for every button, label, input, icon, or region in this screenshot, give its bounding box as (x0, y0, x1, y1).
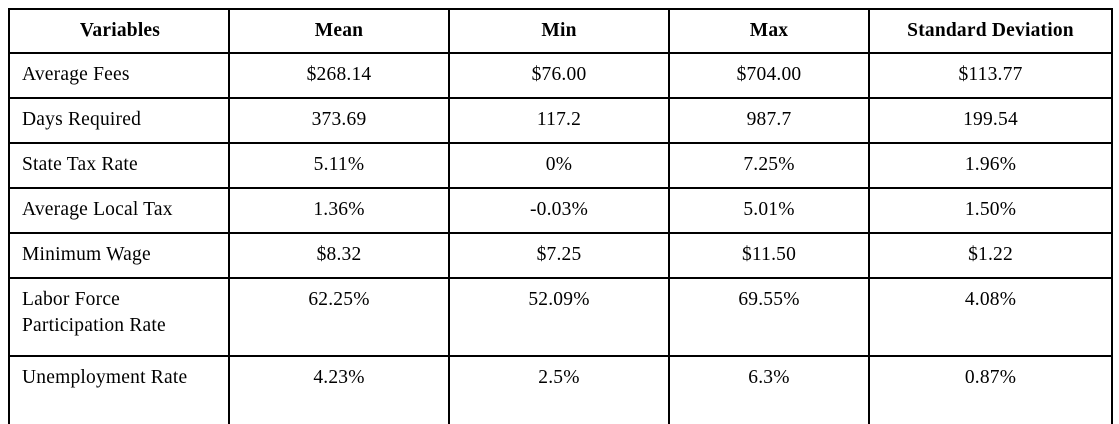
sd-value: $1.22 (868, 232, 1113, 279)
variable-label: Average Fees (8, 52, 230, 99)
sd-value: 1.96% (868, 142, 1113, 189)
column-header-standard-deviation: Standard Deviation (868, 8, 1113, 54)
sd-value: 4.08% (868, 277, 1113, 357)
max-value: 5.01% (668, 187, 870, 234)
table-row-state-tax-rate: State Tax Rate 5.11% 0% 7.25% 1.96% (8, 142, 1113, 189)
table-body: Average Fees $268.14 $76.00 $704.00 $113… (8, 52, 1113, 424)
max-value: 7.25% (668, 142, 870, 189)
variable-label: Days Required (8, 97, 230, 144)
table-row-average-local-tax: Average Local Tax 1.36% -0.03% 5.01% 1.5… (8, 187, 1113, 234)
variable-label: State Tax Rate (8, 142, 230, 189)
min-value: $7.25 (448, 232, 670, 279)
table-row-unemployment-rate: Unemployment Rate 4.23% 2.5% 6.3% 0.87% (8, 355, 1113, 424)
sd-value: 0.87% (868, 355, 1113, 424)
mean-value: 4.23% (228, 355, 450, 424)
max-value: 69.55% (668, 277, 870, 357)
mean-value: $268.14 (228, 52, 450, 99)
column-header-min: Min (448, 8, 670, 54)
mean-value: 5.11% (228, 142, 450, 189)
table-row-days-required: Days Required 373.69 117.2 987.7 199.54 (8, 97, 1113, 144)
sd-value: $113.77 (868, 52, 1113, 99)
max-value: $704.00 (668, 52, 870, 99)
min-value: $76.00 (448, 52, 670, 99)
mean-value: 62.25% (228, 277, 450, 357)
table-row-average-fees: Average Fees $268.14 $76.00 $704.00 $113… (8, 52, 1113, 99)
max-value: $11.50 (668, 232, 870, 279)
min-value: -0.03% (448, 187, 670, 234)
sd-value: 1.50% (868, 187, 1113, 234)
min-value: 117.2 (448, 97, 670, 144)
min-value: 2.5% (448, 355, 670, 424)
table-header: Variables Mean Min Max Standard Deviatio… (8, 8, 1113, 54)
min-value: 0% (448, 142, 670, 189)
header-row: Variables Mean Min Max Standard Deviatio… (8, 8, 1113, 54)
max-value: 6.3% (668, 355, 870, 424)
sd-value: 199.54 (868, 97, 1113, 144)
mean-value: $8.32 (228, 232, 450, 279)
min-value: 52.09% (448, 277, 670, 357)
column-header-mean: Mean (228, 8, 450, 54)
variable-label: Average Local Tax (8, 187, 230, 234)
variable-label: Minimum Wage (8, 232, 230, 279)
column-header-max: Max (668, 8, 870, 54)
variable-label: Unemployment Rate (8, 355, 230, 424)
column-header-variables: Variables (8, 8, 230, 54)
table-row-minimum-wage: Minimum Wage $8.32 $7.25 $11.50 $1.22 (8, 232, 1113, 279)
mean-value: 373.69 (228, 97, 450, 144)
summary-statistics-table: Variables Mean Min Max Standard Deviatio… (8, 8, 1113, 424)
variable-label: Labor Force Participation Rate (8, 277, 230, 357)
max-value: 987.7 (668, 97, 870, 144)
mean-value: 1.36% (228, 187, 450, 234)
table-row-labor-force-participation-rate: Labor Force Participation Rate 62.25% 52… (8, 277, 1113, 357)
